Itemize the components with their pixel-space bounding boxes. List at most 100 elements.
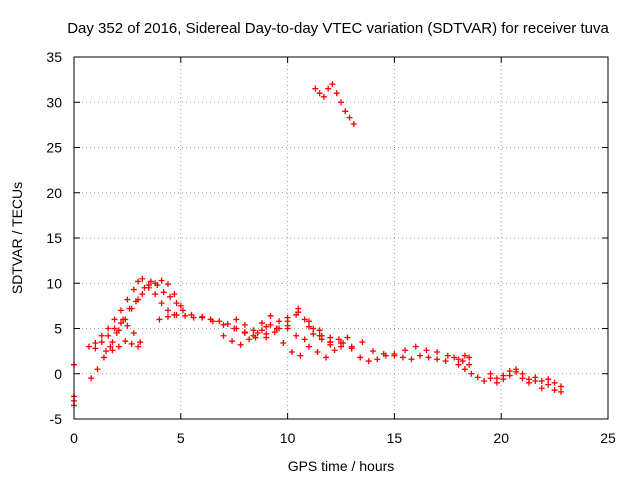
y-tick-label: 10 xyxy=(46,275,62,291)
data-point xyxy=(224,320,231,327)
data-point xyxy=(229,338,236,345)
data-point xyxy=(327,334,334,341)
data-point xyxy=(209,318,216,325)
y-tick-label: 25 xyxy=(46,140,62,156)
data-point xyxy=(558,388,565,395)
data-point xyxy=(124,296,131,303)
data-point xyxy=(412,343,419,350)
data-point xyxy=(461,366,468,373)
data-point xyxy=(338,339,344,346)
data-point xyxy=(158,300,165,307)
y-tick-label: 5 xyxy=(54,321,62,337)
data-point xyxy=(344,334,351,341)
y-tick-label: 15 xyxy=(46,230,62,246)
data-point xyxy=(325,85,332,92)
data-point xyxy=(92,345,99,352)
grid xyxy=(74,57,608,419)
data-point xyxy=(316,90,323,97)
data-point xyxy=(297,352,304,359)
data-point xyxy=(333,90,340,97)
data-point xyxy=(188,311,195,318)
data-point xyxy=(357,354,364,361)
data-point xyxy=(474,374,481,381)
series-arc-p xyxy=(461,352,468,359)
data-point xyxy=(444,352,451,359)
data-point xyxy=(451,354,458,361)
y-tick-label: 20 xyxy=(46,185,62,201)
data-point xyxy=(538,377,545,384)
data-point xyxy=(220,321,227,328)
series-arc-l xyxy=(359,339,473,368)
data-point xyxy=(459,358,466,365)
data-point xyxy=(417,352,424,359)
y-tick-label: -5 xyxy=(50,411,63,427)
data-point xyxy=(173,311,180,318)
data-point xyxy=(254,330,261,337)
data-point xyxy=(513,366,520,373)
y-tick-label: 30 xyxy=(46,94,62,110)
data-point xyxy=(331,347,338,354)
data-point xyxy=(258,320,265,327)
data-point xyxy=(551,379,558,386)
data-point xyxy=(135,278,142,285)
data-point xyxy=(365,358,372,365)
data-point xyxy=(310,330,317,337)
data-point xyxy=(85,343,92,350)
data-point xyxy=(105,332,112,339)
x-tick-label: 25 xyxy=(600,430,616,446)
data-point xyxy=(525,376,532,383)
data-point xyxy=(348,343,355,350)
data-point xyxy=(468,370,475,377)
data-point xyxy=(532,374,539,381)
data-point xyxy=(141,284,148,291)
data-point xyxy=(182,312,189,319)
data-point xyxy=(147,278,154,285)
data-point xyxy=(370,348,377,355)
chart-title: Day 352 of 2016, Sidereal Day-to-day VTE… xyxy=(67,20,609,37)
data-point xyxy=(466,361,473,368)
data-point xyxy=(98,339,105,346)
data-point xyxy=(391,350,398,357)
data-point xyxy=(117,307,124,314)
data-point xyxy=(434,349,441,356)
x-tick-label: 15 xyxy=(387,430,403,446)
data-point xyxy=(128,305,135,312)
data-point xyxy=(177,302,184,309)
data-point xyxy=(233,316,240,323)
data-point xyxy=(323,354,330,361)
data-point xyxy=(455,361,462,368)
data-point xyxy=(130,286,137,293)
series-arc-j xyxy=(263,305,355,350)
data-point xyxy=(382,352,389,359)
data-point xyxy=(111,325,118,332)
data-point xyxy=(263,323,270,330)
data-point xyxy=(316,332,323,339)
x-tick-label: 5 xyxy=(177,430,185,446)
data-point xyxy=(273,325,280,332)
data-point xyxy=(305,318,312,325)
data-point xyxy=(124,322,131,329)
data-point xyxy=(284,314,291,321)
data-point xyxy=(318,336,325,343)
data-point xyxy=(481,377,488,384)
series-arc-k xyxy=(312,81,357,127)
series-arc-m xyxy=(357,350,473,365)
series-arc-c xyxy=(103,278,186,355)
data-point xyxy=(246,336,253,343)
data-point xyxy=(301,316,308,323)
series-arc-a xyxy=(85,275,178,350)
y-tick-label: 35 xyxy=(46,49,62,65)
data-point xyxy=(346,114,353,121)
data-point xyxy=(115,343,122,350)
data-point xyxy=(267,312,274,319)
data-point xyxy=(115,327,122,334)
data-point xyxy=(88,375,95,382)
data-point xyxy=(109,347,116,354)
data-point xyxy=(493,375,500,382)
data-point xyxy=(305,323,312,330)
data-point xyxy=(98,332,105,339)
data-point xyxy=(320,93,327,100)
data-points xyxy=(71,81,565,409)
data-point xyxy=(107,343,114,350)
